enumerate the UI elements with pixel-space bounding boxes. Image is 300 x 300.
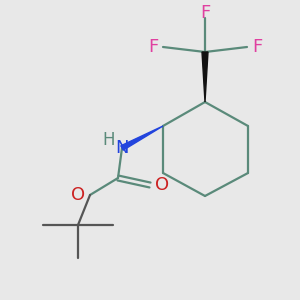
Polygon shape bbox=[121, 126, 163, 150]
Text: O: O bbox=[155, 176, 169, 194]
Text: H: H bbox=[103, 131, 115, 149]
Text: N: N bbox=[115, 139, 129, 157]
Text: F: F bbox=[252, 38, 262, 56]
Text: F: F bbox=[148, 38, 158, 56]
Text: O: O bbox=[71, 186, 85, 204]
Text: F: F bbox=[200, 4, 210, 22]
Polygon shape bbox=[202, 52, 208, 102]
